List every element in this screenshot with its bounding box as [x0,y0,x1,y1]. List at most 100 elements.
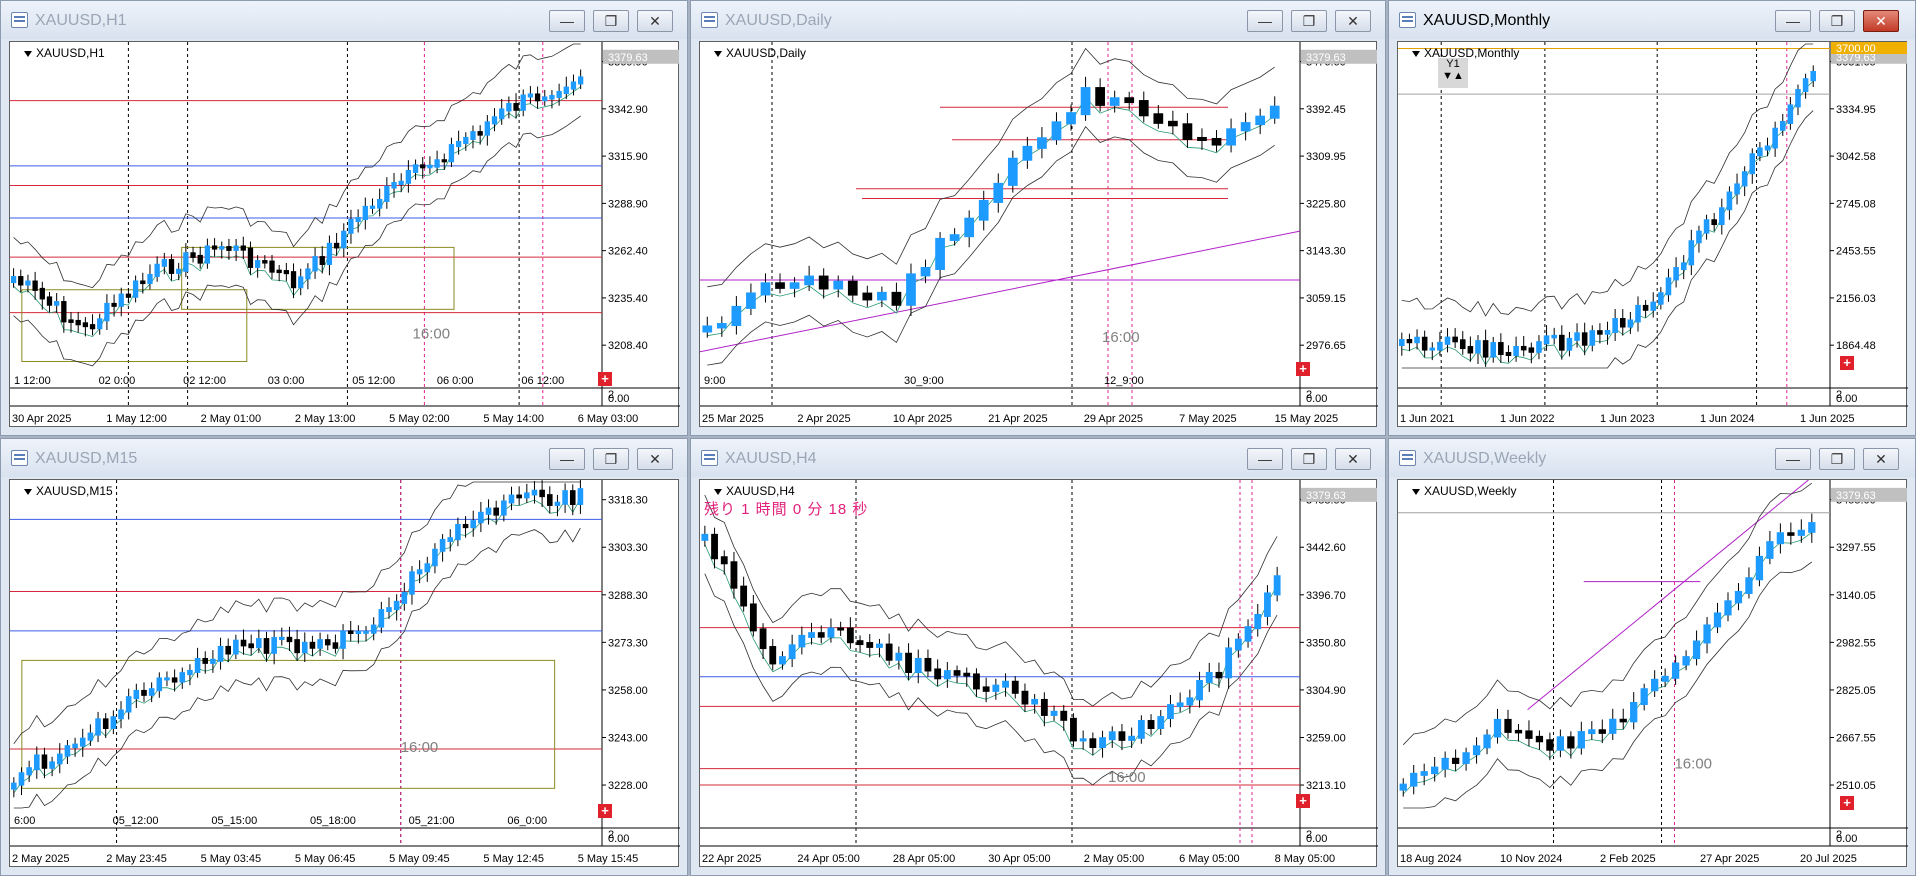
inner-time-label: 05 12:00 [352,375,395,387]
title-bar[interactable]: XAUUSD,H4 — ❐ ✕ [691,439,1385,477]
chart-area[interactable]: 3476.603392.453309.953225.803143.303059.… [699,41,1378,428]
maximize-button[interactable]: ❐ [593,448,629,470]
minimize-button[interactable]: — [549,10,585,32]
maximize-button[interactable]: ❐ [1291,448,1327,470]
inner-time-label: 03 0:00 [268,375,305,387]
candle-body [1399,339,1405,347]
time-tick-label: 5 May 02:00 [389,413,450,425]
maximize-button[interactable]: ❐ [1819,10,1855,32]
chart-area[interactable]: 3455.003297.553140.052982.552825.052667.… [1397,479,1908,868]
price-tick-label: 3297.55 [1836,542,1876,554]
close-button[interactable]: ✕ [1863,448,1899,470]
candle-body [1007,157,1018,186]
chart-svg[interactable]: 3318.30 3303.30 3288.30 3273.30 3258.00 3243.… [10,480,680,868]
minimize-button[interactable]: — [1775,448,1811,470]
candle-body [1244,626,1252,642]
chart-window-monthly[interactable]: XAUUSD,Monthly — ❐ ✕ 3631.653334.953042.… [1388,0,1916,436]
add-order-button[interactable]: + [1296,794,1310,808]
candle-body [141,689,147,696]
range-box [21,289,248,362]
candle-body [301,641,308,654]
title-bar[interactable]: XAUUSD,M15 — ❐ ✕ [1,439,687,477]
close-button[interactable]: ✕ [1335,448,1371,470]
close-button[interactable]: ✕ [1335,10,1371,32]
chart-svg[interactable]: 3369.903342.903315.903288.903262.403235.… [10,42,680,428]
candle-body [1650,301,1657,311]
price-tick-label: 3273.30 [608,637,648,649]
sub-axis-bottom: 0.00 [1836,393,1857,405]
add-order-button[interactable]: + [1840,356,1854,370]
chart-window-h1[interactable]: XAUUSD,H1 — ❐ ✕ 3369.903342.903315.90328… [0,0,688,436]
minimize-button[interactable]: — [1247,448,1283,470]
title-bar[interactable]: XAUUSD,Weekly — ❐ ✕ [1389,439,1915,477]
minimize-button[interactable]: — [1775,10,1811,32]
candle-body [534,93,541,102]
title-bar[interactable]: XAUUSD,Daily — ❐ ✕ [691,1,1385,39]
candle-body [542,96,548,102]
close-button[interactable]: ✕ [1863,10,1899,32]
candle-body [477,131,483,136]
add-order-button[interactable]: + [1296,362,1310,376]
candle-body [1724,600,1732,616]
chart-svg[interactable]: 3476.603392.453309.953225.803143.303059.… [700,42,1378,428]
maximize-button[interactable]: ❐ [1819,448,1855,470]
candle-body [1472,745,1481,756]
chart-window-h4[interactable]: XAUUSD,H4 — ❐ ✕ 3488.503442.603396.70335… [690,438,1386,876]
chart-svg[interactable]: 3488.503442.603396.703350.803304.903259.… [700,480,1378,868]
chart-area[interactable]: 3488.503442.603396.703350.803304.903259.… [699,479,1378,868]
bollinger-lo [707,126,1275,366]
maximize-button[interactable]: ❐ [593,10,629,32]
candle-body [1410,772,1418,787]
candle-body [1109,97,1120,106]
window-title: XAUUSD,Monthly [1423,12,1551,29]
add-order-button[interactable]: + [598,372,612,386]
candle-body [549,94,555,100]
minimize-button[interactable]: — [1247,10,1283,32]
chart-area[interactable]: 3318.30 3303.30 3288.30 3273.30 3258.00 3243.… [9,479,680,868]
candle-body [25,280,31,286]
candle-body [484,121,490,136]
candle-body [156,677,163,692]
chart-area[interactable]: 3631.653334.953042.582745.082453.552156.… [1397,41,1908,428]
candle-body [885,643,893,661]
close-button[interactable]: ✕ [637,448,673,470]
chart-svg[interactable]: 3631.653334.953042.582745.082453.552156.… [1398,42,1908,428]
chart-window-weekly[interactable]: XAUUSD,Weekly — ❐ ✕ 3455.003297.553140.0… [1388,438,1916,876]
candle-body [369,205,376,209]
minimize-button[interactable]: — [549,448,585,470]
candle-body [513,103,519,111]
chart-svg[interactable]: 3455.003297.553140.052982.552825.052667.… [1398,480,1908,868]
bollinger-lo [1401,110,1814,369]
chart-window-daily[interactable]: XAUUSD,Daily — ❐ ✕ 3476.603392.453309.95… [690,0,1386,436]
title-bar[interactable]: XAUUSD,H1 — ❐ ✕ [1,1,687,39]
price-tick-label: 3309.95 [1306,151,1346,163]
candle-body [1066,112,1076,125]
candle-body [1153,113,1164,124]
add-order-button[interactable]: + [1840,796,1854,810]
chart-window-m15[interactable]: XAUUSD,M15 — ❐ ✕ 3318.30 3303.30 3288.30 32… [0,438,688,876]
candle-body [1745,577,1753,594]
candle-body [520,94,526,111]
candle-body [448,144,455,163]
sub-axis-bottom: 0.00 [1306,833,1327,845]
candle-body [570,81,577,90]
close-button[interactable]: ✕ [637,10,673,32]
candle-body [1031,698,1039,705]
time-tick-label: 20 Jul 2025 [1800,853,1857,865]
candle-body [546,494,553,506]
maximize-button[interactable]: ❐ [1291,10,1327,32]
candle-body [508,494,515,504]
time-tick-label: 18 Aug 2024 [1400,853,1462,865]
candle-body [1567,736,1575,749]
candle-body [1588,729,1596,735]
candle-body [269,260,275,273]
period-separator-widget[interactable]: Y1 ▼▲ [1438,58,1468,88]
chart-area[interactable]: 3369.903342.903315.903288.903262.403235.… [9,41,680,428]
time-tick-label: 1 Jun 2024 [1700,413,1754,425]
time-tick-label: 2 Feb 2025 [1600,853,1656,865]
add-order-button[interactable]: + [598,804,612,818]
candle-body [1420,771,1428,776]
time-tick-label: 2 May 13:00 [295,413,356,425]
title-bar[interactable]: XAUUSD,Monthly — ❐ ✕ [1389,1,1915,39]
time-tick-label: 7 May 2025 [1179,413,1236,425]
